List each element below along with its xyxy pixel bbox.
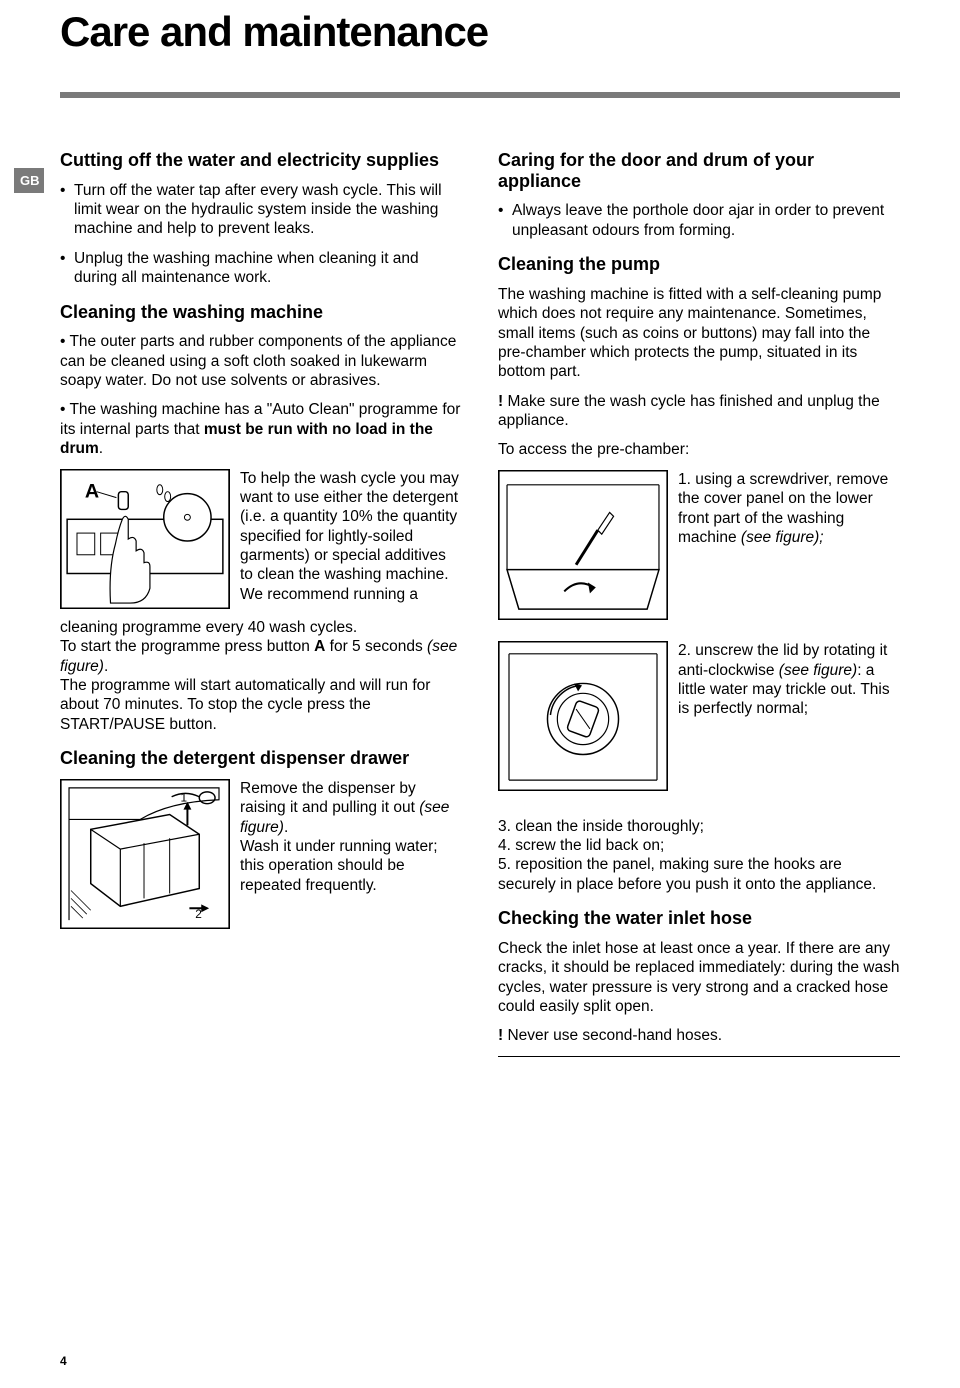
heading-door-drum: Caring for the door and drum of your app… xyxy=(498,150,900,191)
figure-panel xyxy=(498,470,668,625)
figure-lid xyxy=(498,641,668,796)
figure-panel-block: 1. using a screwdriver, remove the cover… xyxy=(498,470,900,625)
language-tag: GB xyxy=(14,168,44,193)
svg-text:2: 2 xyxy=(195,907,202,921)
figure-drawer: 1 2 xyxy=(60,779,230,934)
warning: ! Make sure the wash cycle has finished … xyxy=(498,392,900,431)
figure-A-text: To help the wash cycle you may want to u… xyxy=(240,469,462,605)
paragraph: cleaning programme every 40 wash cycles. xyxy=(60,618,462,637)
paragraph: • The washing machine has a "Auto Clean"… xyxy=(60,400,462,458)
step5: 5. reposition the panel, making sure the… xyxy=(498,855,900,894)
paragraph: • The outer parts and rubber components … xyxy=(60,332,462,390)
bullet-text: Always leave the porthole door ajar in o… xyxy=(512,201,900,240)
warning: ! Never use second-hand hoses. xyxy=(498,1026,900,1045)
bullet-dot: • xyxy=(60,249,74,288)
right-column: Caring for the door and drum of your app… xyxy=(498,150,900,1057)
bullet-dot: • xyxy=(60,181,74,239)
step2-text: 2. unscrew the lid by rotating it anti-c… xyxy=(678,641,900,719)
page-number: 4 xyxy=(60,1354,67,1368)
left-column: Cutting off the water and electricity su… xyxy=(60,150,462,1057)
figure-drawer-text: Remove the dispenser by raising it and p… xyxy=(240,779,462,895)
bullet-item: • Unplug the washing machine when cleani… xyxy=(60,249,462,288)
paragraph: To start the programme press button A fo… xyxy=(60,637,462,676)
bullet-item: • Turn off the water tap after every was… xyxy=(60,181,462,239)
heading-pump: Cleaning the pump xyxy=(498,254,900,275)
step4: 4. screw the lid back on; xyxy=(498,836,900,855)
heading-dispenser: Cleaning the detergent dispenser drawer xyxy=(60,748,462,769)
paragraph: Check the inlet hose at least once a yea… xyxy=(498,939,900,1017)
bullet-text: Unplug the washing machine when cleaning… xyxy=(74,249,462,288)
content-columns: Cutting off the water and electricity su… xyxy=(60,150,900,1057)
paragraph: To access the pre-chamber: xyxy=(498,440,900,459)
svg-text:1: 1 xyxy=(181,791,188,805)
paragraph: The programme will start automatically a… xyxy=(60,676,462,734)
figure-A-block: A To help the wash cycle you may want to… xyxy=(60,469,462,614)
step3: 3. clean the inside thoroughly; xyxy=(498,817,900,836)
heading-inlet-hose: Checking the water inlet hose xyxy=(498,908,900,929)
heading-supplies: Cutting off the water and electricity su… xyxy=(60,150,462,171)
bullet-text: Turn off the water tap after every wash … xyxy=(74,181,462,239)
bottom-divider xyxy=(498,1056,900,1057)
bullet-item: • Always leave the porthole door ajar in… xyxy=(498,201,900,240)
figure-lid-block: 2. unscrew the lid by rotating it anti-c… xyxy=(498,641,900,796)
figure-drawer-block: 1 2 Remove the dispenser by raising it a… xyxy=(60,779,462,934)
figure-A: A xyxy=(60,469,230,614)
bullet-dot: • xyxy=(498,201,512,240)
paragraph: The washing machine is fitted with a sel… xyxy=(498,285,900,382)
heading-cleaning-machine: Cleaning the washing machine xyxy=(60,302,462,323)
title-divider xyxy=(60,92,900,98)
step1-text: 1. using a screwdriver, remove the cover… xyxy=(678,470,900,548)
page-title: Care and maintenance xyxy=(60,8,900,56)
